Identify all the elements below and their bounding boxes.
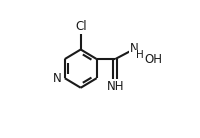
Text: OH: OH — [145, 53, 163, 66]
Text: N: N — [53, 72, 62, 85]
Text: H: H — [136, 50, 144, 60]
Text: NH: NH — [107, 80, 124, 93]
Text: Cl: Cl — [75, 20, 87, 33]
Text: N: N — [130, 42, 139, 55]
